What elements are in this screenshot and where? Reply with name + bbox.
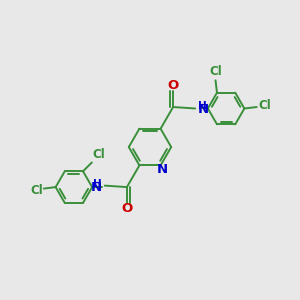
- Text: Cl: Cl: [92, 148, 105, 161]
- Text: Cl: Cl: [31, 184, 43, 197]
- Text: O: O: [121, 202, 133, 215]
- Text: H: H: [198, 101, 207, 111]
- Text: N: N: [91, 181, 102, 194]
- Text: N: N: [157, 163, 168, 176]
- Text: N: N: [198, 103, 209, 116]
- Text: H: H: [93, 178, 102, 189]
- Text: Cl: Cl: [258, 99, 271, 112]
- Text: O: O: [167, 79, 179, 92]
- Text: Cl: Cl: [209, 65, 222, 78]
